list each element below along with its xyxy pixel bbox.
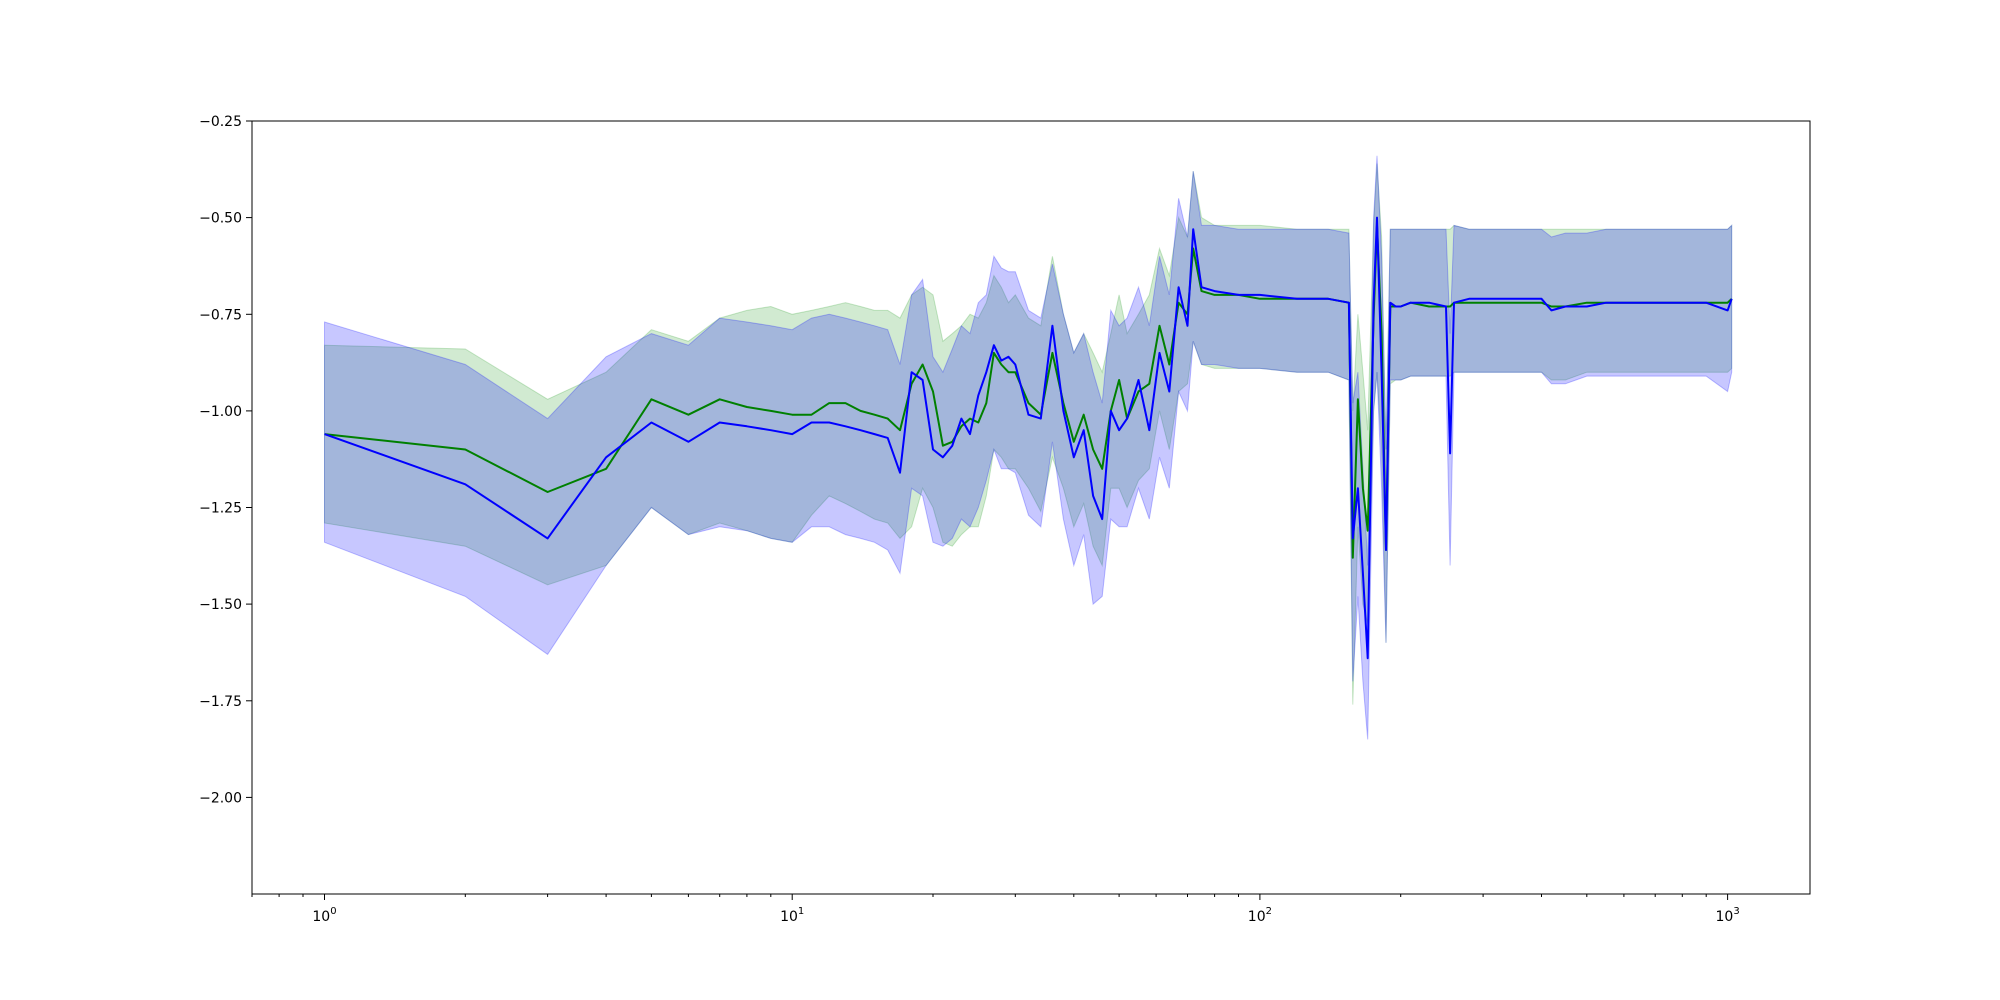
y-tick-label: −1.00	[199, 404, 242, 420]
x-tick-label: 103	[1715, 906, 1739, 925]
x-tick-label: 102	[1248, 906, 1272, 925]
y-axis: −0.25 −0.50 −0.75 −1.00 −1.25 −1.50 −1.75 −2.00	[199, 114, 252, 806]
x-tick-label: 101	[780, 906, 804, 925]
y-tick-label: −1.75	[199, 694, 242, 710]
y-tick-label: −2.00	[199, 790, 242, 806]
y-tick-label: −0.25	[199, 114, 242, 130]
y-tick-label: −0.50	[199, 211, 242, 227]
x-axis: 100 101 102 103	[251, 894, 1740, 925]
series-lines	[324, 216, 1733, 660]
x-tick-label: 100	[312, 906, 336, 925]
y-tick-label: −0.75	[199, 307, 242, 323]
series-2-line	[324, 216, 1733, 660]
y-tick-label: −1.50	[199, 597, 242, 613]
y-tick-label: −1.25	[199, 501, 242, 517]
